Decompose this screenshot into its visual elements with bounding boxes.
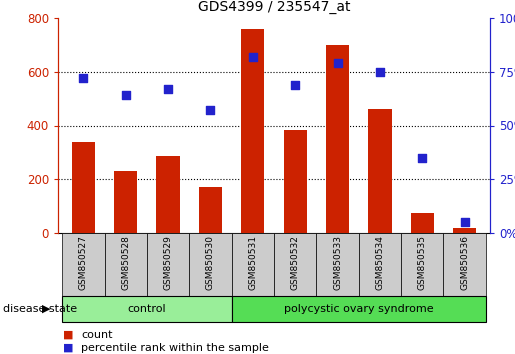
Bar: [232, 296, 486, 322]
Point: [376, 69, 384, 75]
Point: [207, 108, 215, 113]
Text: GSM850530: GSM850530: [206, 235, 215, 290]
Bar: [368, 109, 391, 233]
Bar: [326, 45, 349, 233]
Title: GDS4399 / 235547_at: GDS4399 / 235547_at: [198, 0, 350, 14]
Text: GSM850532: GSM850532: [290, 235, 300, 290]
Bar: [157, 156, 180, 233]
Point: [79, 75, 88, 81]
Bar: [453, 228, 476, 233]
Point: [333, 60, 341, 66]
Bar: [443, 233, 486, 296]
Point: [249, 54, 257, 59]
Text: GSM850529: GSM850529: [164, 235, 173, 290]
Bar: [274, 233, 316, 296]
Bar: [62, 296, 232, 322]
Text: GSM850527: GSM850527: [79, 235, 88, 290]
Text: count: count: [81, 330, 113, 340]
Text: ■: ■: [63, 343, 74, 353]
Bar: [190, 233, 232, 296]
Text: GSM850533: GSM850533: [333, 235, 342, 290]
Text: control: control: [128, 304, 166, 314]
Point: [164, 86, 172, 92]
Text: GSM850536: GSM850536: [460, 235, 469, 290]
Bar: [284, 130, 307, 233]
Bar: [359, 233, 401, 296]
Bar: [241, 29, 265, 233]
Bar: [147, 233, 190, 296]
Text: GSM850528: GSM850528: [121, 235, 130, 290]
Bar: [316, 233, 359, 296]
Bar: [105, 233, 147, 296]
Point: [122, 92, 130, 98]
Bar: [410, 213, 434, 233]
Bar: [62, 233, 105, 296]
Text: percentile rank within the sample: percentile rank within the sample: [81, 343, 269, 353]
Text: GSM850534: GSM850534: [375, 235, 384, 290]
Text: disease state: disease state: [3, 304, 77, 314]
Point: [291, 82, 299, 87]
Bar: [114, 171, 138, 233]
Point: [460, 219, 469, 225]
Bar: [72, 142, 95, 233]
Point: [418, 155, 426, 161]
Text: ■: ■: [63, 330, 74, 340]
Text: GSM850535: GSM850535: [418, 235, 427, 290]
Bar: [232, 233, 274, 296]
Text: polycystic ovary syndrome: polycystic ovary syndrome: [284, 304, 434, 314]
Text: ▶: ▶: [42, 304, 50, 314]
Text: GSM850531: GSM850531: [248, 235, 258, 290]
Bar: [199, 187, 222, 233]
Bar: [401, 233, 443, 296]
